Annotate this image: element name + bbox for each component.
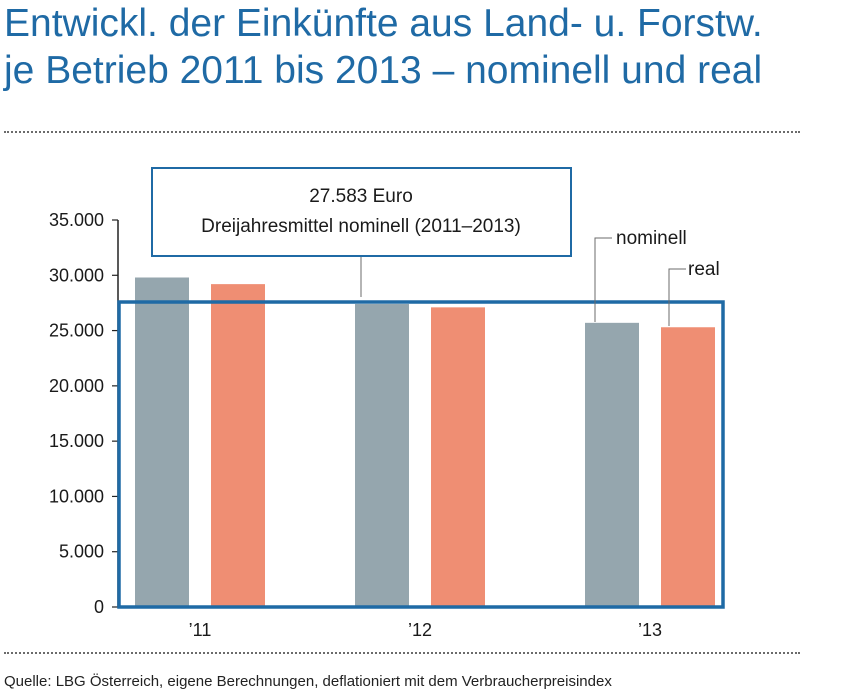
y-tick-label: 15.000 (49, 431, 104, 451)
x-tick-label: ’13 (638, 620, 662, 640)
legend-label-nominell: nominell (616, 228, 687, 249)
y-tick-label: 10.000 (49, 486, 104, 506)
bar-real-1 (431, 307, 485, 607)
bottom-dotted-divider (4, 652, 800, 654)
real-callout-leader (668, 268, 686, 326)
y-tick-label: 30.000 (49, 265, 104, 285)
average-label-box (151, 167, 572, 257)
bar-real-0 (211, 284, 265, 607)
y-tick-label: 20.000 (49, 376, 104, 396)
chart-title: Entwickl. der Einkünfte aus Land- u. For… (4, 0, 763, 94)
title-line-1: Entwickl. der Einkünfte aus Land- u. For… (4, 2, 763, 45)
y-tick-label: 0 (94, 597, 104, 617)
average-label-caption: Dreijahresmittel nominell (2011–2013) (201, 216, 521, 237)
source-note: Quelle: LBG Österreich, eigene Berechnun… (4, 673, 612, 690)
average-label-value: 27.583 Euro (309, 186, 413, 207)
top-dotted-divider (4, 131, 800, 133)
bar-nominell-2 (585, 322, 639, 607)
bar-real-2 (661, 327, 715, 607)
nominell-callout-leader (594, 237, 612, 322)
title-line-2: je Betrieb 2011 bis 2013 – nominell und … (4, 49, 763, 92)
bar-nominell-0 (135, 277, 189, 607)
average-level-frame (117, 300, 725, 609)
y-tick-label: 25.000 (49, 321, 104, 341)
y-tick-label: 35.000 (49, 210, 104, 230)
legend-label-real: real (688, 259, 720, 280)
bar-nominell-1 (355, 304, 409, 607)
y-tick-label: 5.000 (59, 542, 104, 562)
x-tick-label: ’12 (408, 620, 432, 640)
x-tick-label: ’11 (189, 620, 212, 640)
